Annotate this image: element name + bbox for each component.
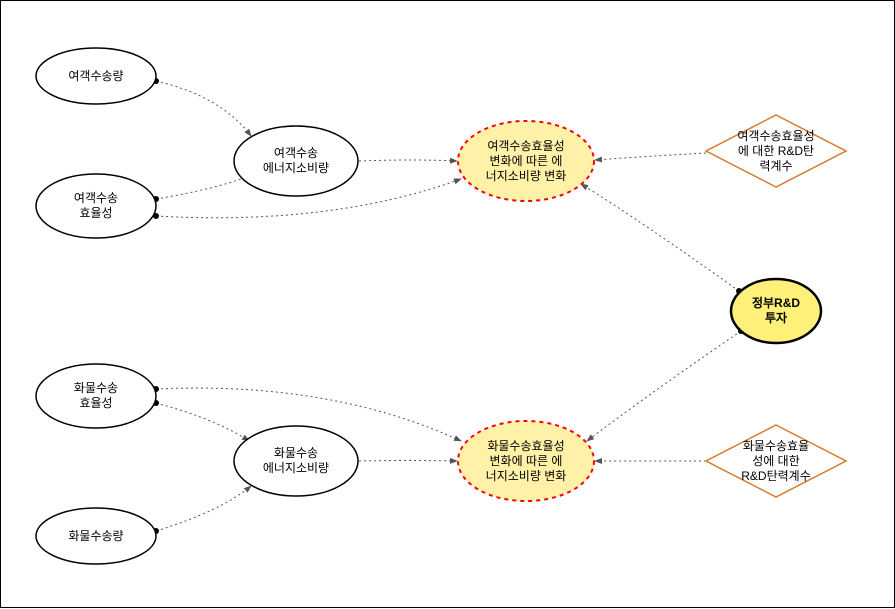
node-freight_coef (706, 425, 846, 497)
diagram-svg (1, 1, 895, 609)
edge-freight_energy-to-freight_change (359, 461, 457, 462)
edge-pax_energy-to-pax_change (359, 160, 457, 161)
node-pax_coef (706, 115, 846, 187)
edge-pax_coef-to-pax_change (595, 153, 706, 160)
node-freight_volume (36, 508, 156, 564)
diagram-canvas: 여객수송량여객수송 효율성여객수송 에너지소비량여객수송효율성 변화에 따른 에… (0, 0, 895, 608)
edge-gov_rnd-to-freight_change (587, 331, 741, 441)
node-pax_volume (36, 48, 156, 104)
node-freight_change (458, 421, 594, 501)
edge-freight_volume-to-freight_energy (156, 486, 251, 531)
node-pax_change (458, 121, 594, 201)
edge-pax_eff-to-pax_energy (156, 176, 249, 199)
edge-gov_rnd-to-pax_change (581, 184, 739, 291)
node-pax_energy (234, 126, 358, 196)
node-gov_rnd (731, 279, 821, 343)
node-pax_eff (36, 174, 156, 238)
node-freight_eff (36, 364, 156, 428)
node-freight_energy (234, 426, 358, 496)
edge-freight_eff-to-freight_energy (156, 403, 249, 441)
edge-pax_volume-to-pax_energy (156, 81, 251, 136)
